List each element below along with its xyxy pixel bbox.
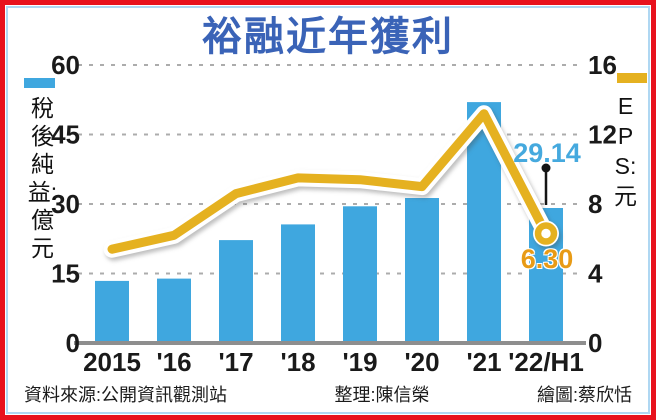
footer: 資料來源:公開資訊觀測站 整理:陳信榮 繪圖:蔡欣恬 xyxy=(24,381,632,407)
net-profit-bar xyxy=(95,280,129,343)
x-axis-label: '16 xyxy=(156,347,191,377)
net-profit-legend-swatch xyxy=(24,78,55,88)
left-axis-tick: 45 xyxy=(51,120,80,150)
net-profit-bar xyxy=(343,206,377,343)
net-profit-bar xyxy=(281,224,315,343)
x-axis-label: '19 xyxy=(342,347,377,377)
left-axis-tick: 30 xyxy=(51,189,80,219)
x-axis-label: '22/H1 xyxy=(508,347,584,377)
footer-illustrator: 繪圖:蔡欣恬 xyxy=(536,385,632,405)
x-axis-label: '21 xyxy=(466,347,501,377)
right-axis-tick: 12 xyxy=(588,120,617,150)
footer-source: 資料來源:公開資訊觀測站 xyxy=(24,385,227,405)
right-axis-tick: 0 xyxy=(588,328,602,358)
x-axis-label: '20 xyxy=(404,347,439,377)
x-axis-label: 2015 xyxy=(83,347,141,377)
eps-callout: 6.30 xyxy=(520,244,574,274)
right-axis-tick: 16 xyxy=(588,50,617,80)
net-profit-callout: 29.14 xyxy=(513,138,581,168)
left-axis-tick: 0 xyxy=(66,328,80,358)
callout-pointer-dot xyxy=(541,163,551,173)
eps-line xyxy=(103,105,559,258)
x-axis-label: '18 xyxy=(280,347,315,377)
left-axis-tick: 60 xyxy=(51,50,80,80)
footer-editor: 整理:陳信榮 xyxy=(334,385,430,405)
left-axis-tick: 15 xyxy=(51,259,80,289)
net-profit-bar xyxy=(219,240,253,343)
x-axis-label: '17 xyxy=(218,347,253,377)
eps-legend-swatch xyxy=(617,73,647,83)
net-profit-bar xyxy=(157,278,191,343)
right-axis-tick: 4 xyxy=(588,259,603,289)
right-axis-tick: 8 xyxy=(588,189,602,219)
net-profit-bar xyxy=(405,198,439,343)
chart-title: 裕融近年獲利 xyxy=(202,15,454,59)
left-axis-title: 稅後純益:億元 xyxy=(27,95,58,262)
right-axis-title: EPS:元 xyxy=(614,93,637,209)
